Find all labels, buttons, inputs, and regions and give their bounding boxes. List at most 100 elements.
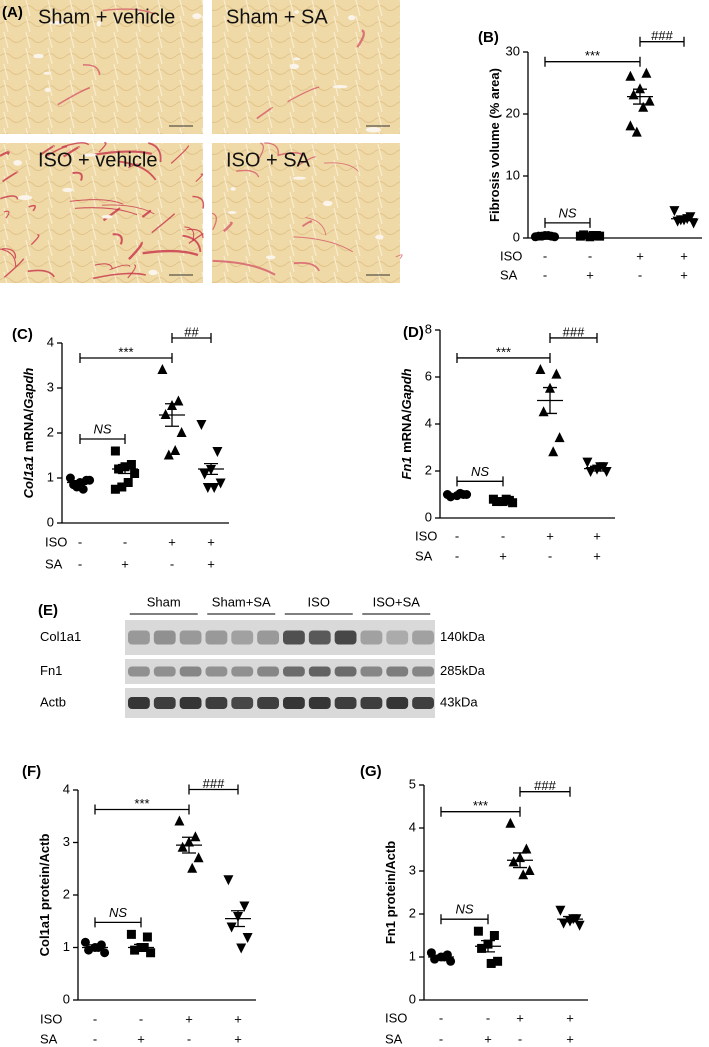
panel-label: (E) [38,602,58,619]
data-point [631,126,642,137]
significance-bracket [456,352,551,363]
blot-band [308,666,331,677]
data-point [641,67,652,78]
y-axis-label: Fn1 mRNA/Gapdh [399,368,414,479]
collagen-fiber [170,145,190,164]
y-tick-label: 2 [425,462,432,477]
collagen-fiber [0,248,17,267]
histology-label: ISO + vehicle [38,149,158,171]
panel-label: (G) [360,763,382,780]
data-point [202,483,213,493]
collagen-fiber [293,236,354,253]
error-bar [633,88,647,105]
blot-row-label: Actb [40,694,66,709]
collagen-fiber [151,213,176,234]
blot-band [179,630,202,645]
vessel-gap [44,87,51,93]
blot-band [412,697,434,709]
condition-sign: - [543,248,547,263]
significance-label: *** [496,344,511,359]
collagen-fiber [356,29,365,48]
vessel-gap [101,215,113,219]
condition-label: SA [500,267,518,282]
y-axis-label-part: mRNA/ [399,409,414,456]
blot-band [153,697,176,709]
data-point [110,484,120,494]
collagen-fiber [27,269,55,278]
condition-sign: - [638,267,642,282]
condition-label: ISO [500,248,522,263]
condition-sign: + [566,1010,574,1025]
collagen-fiber [298,156,317,166]
error-bar [165,403,179,427]
collagen-fiber [287,86,320,103]
condition-sign: - [548,548,552,563]
blot-band [153,666,176,677]
collagen-fiber [186,228,204,239]
blot-band [231,697,254,709]
histology-label: Sham + SA [226,6,328,28]
collagen-fiber [101,204,155,215]
y-axis-label-part: Col1a1 [21,456,36,499]
significance-bracket [79,434,126,444]
histology-image [212,143,400,283]
data-point [455,488,465,498]
condition-sign: + [484,1031,492,1046]
data-point [585,467,596,477]
data-point [146,948,156,958]
data-point [190,831,201,842]
histology-image [0,143,203,283]
blot-row-label: Col1a1 [40,629,81,644]
collagen-fiber [94,263,113,270]
condition-sign: + [586,267,594,282]
blot-row-label: Fn1 [40,663,62,678]
y-tick-label: 0 [425,509,432,524]
data-point [501,494,511,504]
blot-band [360,697,383,709]
blot-band [128,630,150,645]
blot-band [179,697,202,709]
condition-sign: + [234,1011,242,1026]
y-tick-label: 0 [63,991,70,1006]
histology-image [0,0,203,134]
error-bar [513,852,527,869]
vessel-gap [289,63,300,70]
data-point [236,943,247,954]
blot-group-label: Sham+SA [212,594,271,609]
error-bar [134,943,148,952]
condition-sign: + [593,548,601,563]
data-point [446,956,456,966]
panel-label: (B) [478,29,499,46]
condition-sign: + [516,1010,524,1025]
collagen-fiber [212,259,276,276]
data-point [226,922,237,933]
blot-band [283,697,305,709]
collagen-fiber [195,173,204,183]
y-axis-label: Fibrosis volume (% area) [487,68,502,222]
condition-sign: - [455,548,459,563]
data-point [123,478,133,487]
vessel-gap [293,57,301,61]
data-point [177,841,188,852]
collagen-fiber [184,226,195,241]
significance-bracket [94,917,142,928]
condition-sign: - [78,534,82,549]
blot-band [153,630,176,645]
blot-strip [125,659,435,684]
significance-bracket [519,786,571,797]
blot-band [128,697,150,709]
y-tick-label: 4 [63,781,70,796]
error-bar [538,235,552,238]
blot-band [412,666,434,677]
collagen-fiber [30,234,40,246]
vessel-gap [265,255,276,260]
collagen-fiber [3,210,10,219]
data-point [117,482,127,492]
significance-bracket [456,476,504,487]
collagen-fiber [223,221,233,233]
error-bar [481,940,495,953]
condition-sign: + [207,556,215,571]
blot-group-label: Sham [147,594,181,609]
significance-bracket [188,784,239,795]
